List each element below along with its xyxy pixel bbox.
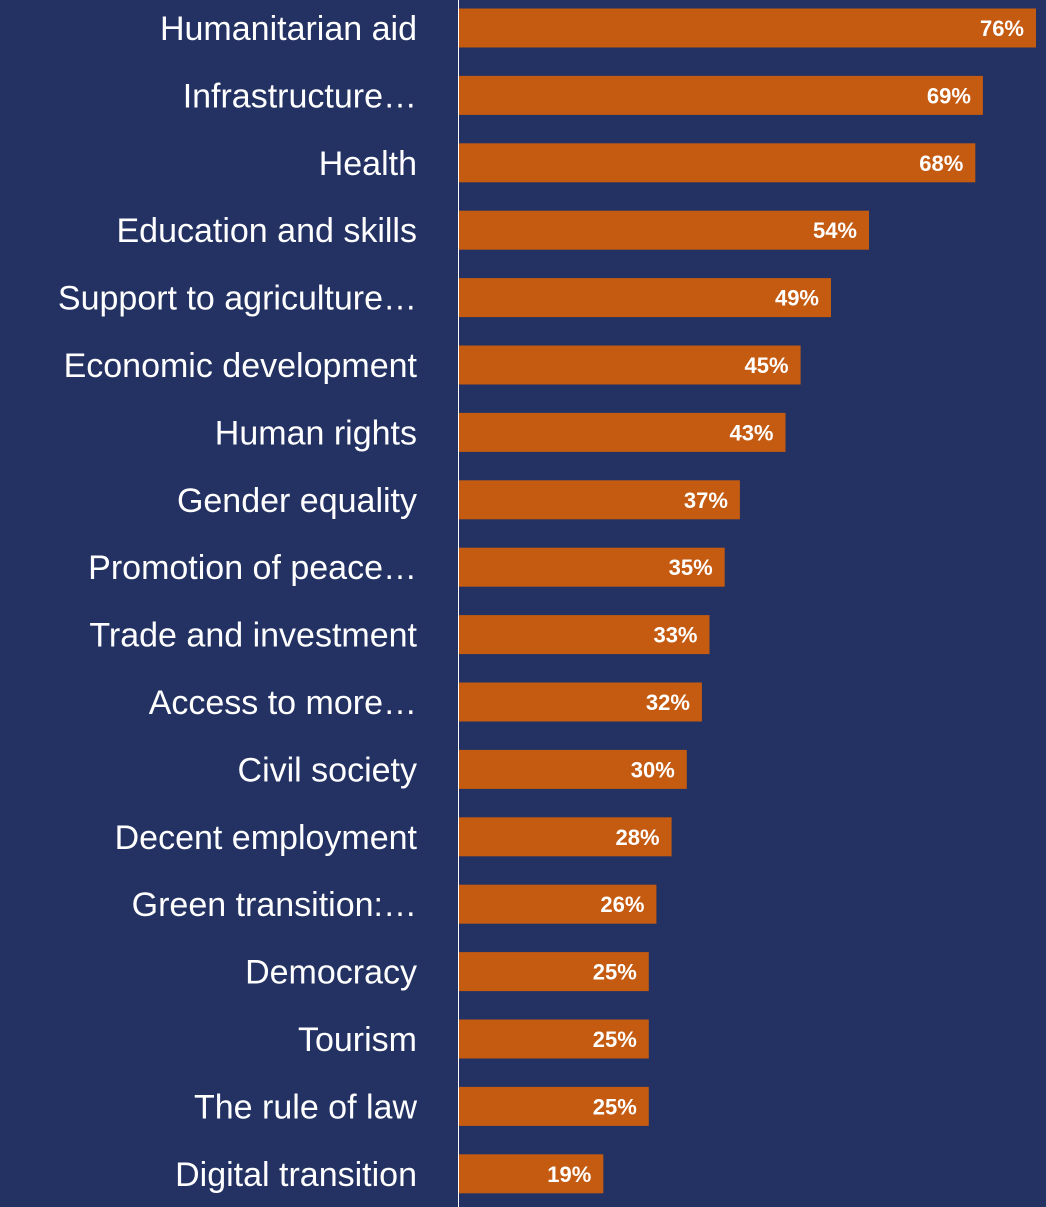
bar (459, 1154, 604, 1194)
bar (459, 952, 649, 992)
bar (459, 817, 672, 857)
bar-value-label: 43% (729, 420, 773, 445)
bar (459, 345, 801, 385)
bar (459, 682, 702, 722)
bar (459, 547, 725, 587)
bar-value-label: 76% (980, 16, 1024, 41)
bars-group: 76% Humanitarian aid 69% Infrastructure… 68%… (58, 8, 1036, 1194)
bar-value-label: 68% (919, 151, 963, 176)
category-label: Tourism (298, 1021, 417, 1059)
category-label: Civil society (238, 751, 417, 789)
bar (459, 480, 740, 520)
category-label: Trade and investment (89, 617, 417, 655)
bar-value-label: 26% (600, 892, 644, 917)
category-label: The rule of law (194, 1088, 417, 1126)
bar-value-label: 54% (813, 218, 857, 243)
bar (459, 749, 687, 789)
category-label: Digital transition (175, 1156, 417, 1194)
bar (459, 143, 976, 183)
category-label: Economic development (64, 347, 418, 385)
bar (459, 1086, 649, 1126)
bar-value-label: 25% (593, 1094, 637, 1119)
category-label: Promotion of peace… (88, 549, 417, 587)
bar-value-label: 69% (927, 83, 971, 108)
bar-value-label: 37% (684, 488, 728, 513)
bar-value-label: 45% (745, 353, 789, 378)
category-label: Human rights (215, 414, 417, 452)
bar-value-label: 33% (653, 623, 697, 648)
bar-value-label: 28% (616, 825, 660, 850)
category-label: Decent employment (115, 819, 418, 857)
category-label: Green transition:… (132, 886, 417, 924)
bar (459, 1019, 649, 1059)
category-label: Humanitarian aid (160, 10, 417, 48)
category-label: Education and skills (116, 212, 417, 250)
bar (459, 278, 831, 318)
category-label: Infrastructure… (183, 77, 417, 115)
bar-value-label: 35% (669, 555, 713, 580)
bar (459, 8, 1036, 48)
bar-value-label: 32% (646, 690, 690, 715)
bar-value-label: 19% (547, 1162, 591, 1187)
category-label: Gender equality (177, 482, 417, 520)
category-label: Access to more… (149, 684, 417, 722)
bar (459, 615, 710, 655)
bar (459, 210, 869, 250)
bar-value-label: 30% (631, 757, 675, 782)
bar (459, 884, 657, 924)
bar-value-label: 25% (593, 1027, 637, 1052)
bar (459, 75, 983, 115)
bar-value-label: 49% (775, 286, 819, 311)
category-label: Democracy (245, 954, 417, 992)
bar (459, 412, 786, 452)
category-label: Support to agriculture… (58, 280, 417, 318)
category-label: Health (319, 145, 417, 183)
bar-value-label: 25% (593, 960, 637, 985)
